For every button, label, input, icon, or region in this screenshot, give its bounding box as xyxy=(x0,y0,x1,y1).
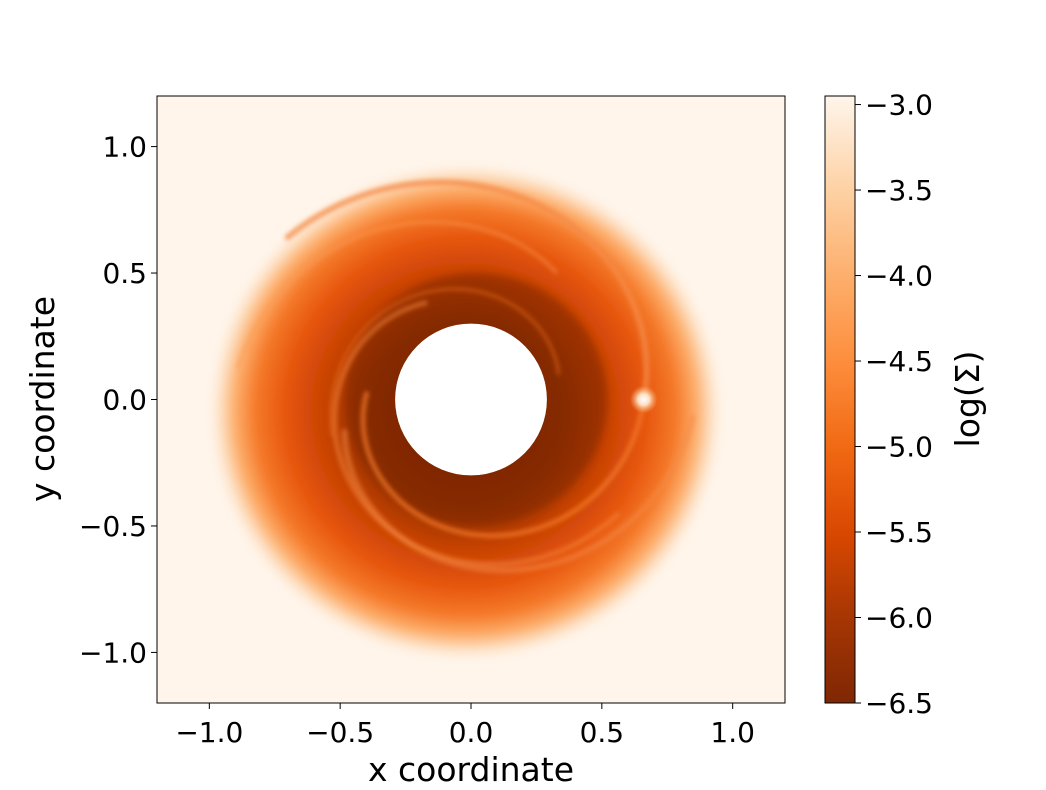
x-tick-label: 0.5 xyxy=(580,716,625,749)
y-tick-label: −0.5 xyxy=(79,510,147,543)
planet-marker xyxy=(629,385,658,414)
spiral-structure xyxy=(235,179,696,574)
spiral-arm xyxy=(331,300,620,567)
x-tick-label: 0.0 xyxy=(449,716,494,749)
colorbar-tick-label: −5.0 xyxy=(865,431,933,464)
inner-hole xyxy=(395,323,547,476)
heatmap-image xyxy=(157,96,785,703)
spiral-arm xyxy=(235,220,558,370)
x-axis-ticks: −1.0 −0.5 0.0 0.5 1.0 xyxy=(175,703,755,749)
colorbar-label: log(Σ) xyxy=(948,351,987,448)
y-tick-label: 0.0 xyxy=(102,384,147,417)
colorbar xyxy=(824,95,856,704)
x-axis-label: x coordinate xyxy=(368,750,574,789)
x-tick-label: 1.0 xyxy=(710,716,755,749)
spiral-arm xyxy=(360,391,647,539)
colorbar-tick-label: −6.0 xyxy=(865,602,933,635)
y-axis-label: y coordinate xyxy=(23,296,62,502)
colorbar-tick-label: −3.5 xyxy=(865,174,933,207)
colorbar-tick-label: −4.0 xyxy=(865,260,933,293)
x-tick-label: −0.5 xyxy=(306,716,374,749)
spiral-arm xyxy=(328,287,561,437)
x-tick-label: −1.0 xyxy=(175,716,243,749)
spiral-arm xyxy=(341,414,696,574)
colorbar-tick-label: −4.5 xyxy=(865,345,933,378)
y-tick-label: −1.0 xyxy=(79,636,147,669)
colorbar-tick-label: −6.5 xyxy=(865,687,933,720)
colorbar-tick-label: −3.0 xyxy=(865,89,933,122)
y-axis-ticks: −1.0 −0.5 0.0 0.5 1.0 xyxy=(79,131,157,669)
y-tick-label: 0.5 xyxy=(102,257,147,290)
spiral-arm xyxy=(284,179,650,403)
colorbar-ticks: −3.0 −3.5 −4.0 −4.5 −5.0 −5.5 −6.0 −6.5 xyxy=(855,89,933,720)
y-tick-label: 1.0 xyxy=(102,131,147,164)
colorbar-tick-label: −5.5 xyxy=(865,516,933,549)
